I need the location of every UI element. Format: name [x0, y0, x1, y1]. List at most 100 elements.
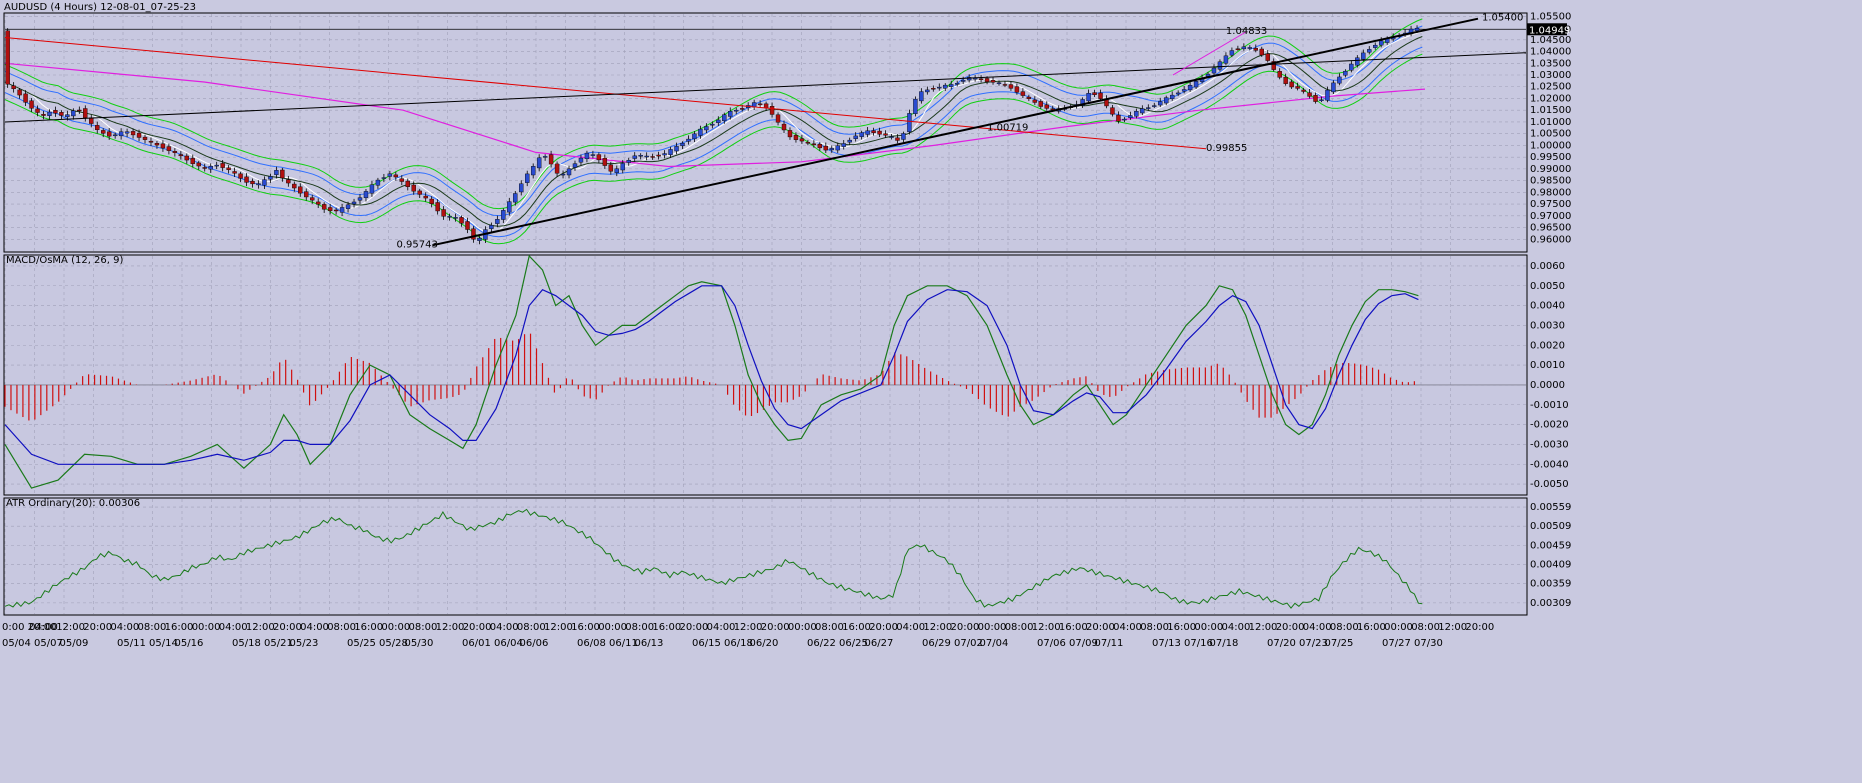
candle-body — [913, 98, 918, 114]
candle-body — [1152, 105, 1157, 107]
candle-body — [190, 158, 195, 164]
price-tick-label: 1.03000 — [1530, 70, 1571, 81]
candle-body — [530, 166, 536, 176]
candle-body — [602, 157, 608, 166]
candle-body — [1325, 89, 1330, 101]
trendline-red — [4, 36, 1207, 150]
x-time-label: 20:00 — [1276, 622, 1305, 633]
candle-body — [1337, 76, 1342, 84]
candle-body — [853, 135, 858, 139]
signal-line — [4, 285, 1419, 465]
candle-body — [1098, 92, 1103, 99]
candle-body — [363, 191, 369, 199]
bollinger-upper — [4, 18, 1423, 210]
price-tick-label: 0.98000 — [1530, 187, 1571, 198]
macd-tick-label: 0.0030 — [1530, 320, 1565, 331]
macd-tick-label: 0.0060 — [1530, 261, 1565, 272]
x-time-label: 08:00 — [625, 622, 654, 633]
candle-body — [130, 131, 136, 136]
candle-body — [1265, 53, 1270, 61]
candle-body — [172, 151, 178, 153]
candle-body — [417, 190, 422, 195]
price-tick-label: 1.00500 — [1530, 129, 1571, 140]
macd-panel[interactable] — [3, 254, 1528, 496]
atr-line — [4, 508, 1423, 609]
x-date-label: 06/20 — [750, 638, 779, 649]
x-time-label: 12:00 — [436, 622, 465, 633]
price-tick-label: 0.97000 — [1530, 211, 1571, 222]
candle-body — [1295, 86, 1300, 89]
macd-tick-label: -0.0050 — [1530, 479, 1569, 490]
candle-body — [1134, 111, 1139, 117]
candle-body — [662, 153, 667, 156]
x-time-label: 04:00 — [1222, 622, 1251, 633]
atr-title: ATR Ordinary(20): 0.00306 — [6, 498, 140, 509]
x-time-label: 16:00 — [165, 622, 194, 633]
candle-body — [196, 162, 201, 167]
candle-body — [560, 173, 566, 176]
x-time-label: 04:00 — [110, 622, 139, 633]
x-date-label: 06/22 06/25 — [807, 638, 868, 649]
candle-body — [1175, 92, 1181, 95]
candle-body — [734, 109, 739, 112]
axis-labels: 1.05500 1.049491.045001.040001.035001.030… — [2, 11, 1571, 649]
candle-body — [1086, 93, 1091, 102]
candle-body — [954, 83, 960, 85]
x-time-label: 08:00 — [1005, 622, 1034, 633]
candle-body — [304, 191, 309, 198]
candle-body — [35, 108, 40, 113]
price-tick-label: 1.02500 — [1530, 82, 1571, 93]
x-date-label: 07/04 — [980, 638, 1009, 649]
candle-body — [262, 179, 267, 186]
x-time-label: 08:00 — [1140, 622, 1169, 633]
candle-body — [817, 143, 823, 149]
price-tick-label: 0.97500 — [1530, 199, 1571, 210]
atr-series — [4, 508, 1423, 609]
x-time-label: 00:00 — [381, 622, 410, 633]
price-panel[interactable] — [3, 12, 1528, 253]
candle-body — [387, 173, 393, 177]
price-tick-label: 1.05500 — [1530, 11, 1571, 22]
price-tick-label: 1.02000 — [1530, 93, 1571, 104]
candle-body — [572, 163, 578, 168]
x-time-label: 16:00 — [842, 622, 871, 633]
x-time-label: 04:00 — [29, 622, 58, 633]
candle-body — [399, 178, 405, 182]
x-time-label: 08:00 — [1411, 622, 1440, 633]
macd-tick-label: -0.0040 — [1530, 459, 1569, 470]
x-date-label: 07/20 07/23 — [1267, 638, 1328, 649]
candle-body — [214, 164, 219, 167]
candle-body — [1044, 104, 1049, 109]
candle-body — [1229, 50, 1235, 56]
candle-body — [106, 131, 112, 137]
macd-title: MACD/OsMA (12, 26, 9) — [6, 255, 124, 266]
candle-body — [142, 136, 148, 140]
candle-body — [1032, 99, 1038, 103]
x-time-label: 04:00 — [1113, 622, 1142, 633]
candle-body — [1193, 81, 1199, 88]
candle-body — [757, 103, 763, 106]
x-time-label: 00:00 — [978, 622, 1007, 633]
candle-body — [1080, 99, 1085, 106]
candle-body — [1211, 67, 1217, 74]
price-tick-label: 1.01500 — [1530, 105, 1571, 116]
candle-body — [250, 180, 255, 185]
candle-body — [65, 114, 70, 118]
x-date-label: 06/06 — [520, 638, 549, 649]
x-time-label: 04:00 — [219, 622, 248, 633]
candle-body — [519, 183, 524, 193]
x-time-label: 12:00 — [1032, 622, 1061, 633]
candle-body — [1110, 107, 1115, 115]
candle-body — [244, 176, 249, 183]
atr-panel[interactable] — [3, 497, 1528, 616]
candle-body — [996, 82, 1002, 84]
candle-body — [542, 156, 548, 158]
candle-body — [901, 133, 906, 140]
candle-body — [1181, 89, 1187, 92]
x-time-label: 20:00 — [1086, 622, 1115, 633]
candle-body — [315, 201, 321, 205]
candle-body — [728, 111, 733, 117]
x-time-label: 04:00 — [707, 622, 736, 633]
candle-body — [53, 110, 58, 114]
